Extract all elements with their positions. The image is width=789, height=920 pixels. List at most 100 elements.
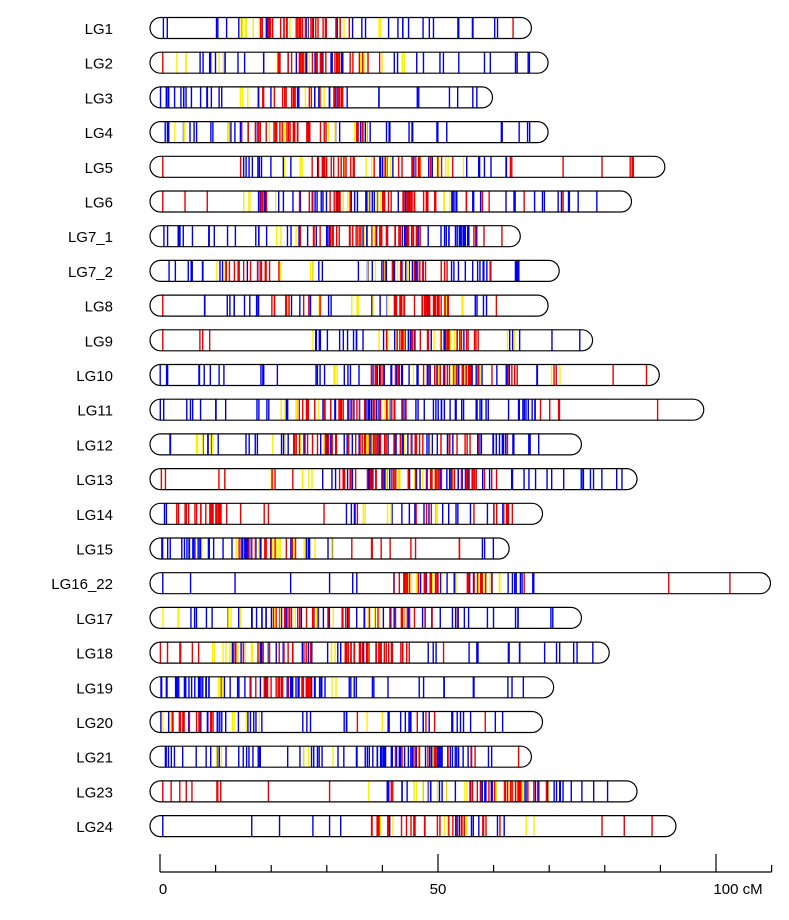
- chromosome-bar: [149, 16, 532, 40]
- chromosome-bar: [149, 468, 638, 491]
- chromosome-bar: [149, 572, 772, 595]
- x-axis-tick-label: 100 cM: [713, 881, 762, 898]
- marker-group: [162, 295, 498, 317]
- linkage-group-lg9: LG9: [85, 329, 594, 352]
- marker-group: [162, 572, 731, 594]
- chromosome-bar: [149, 86, 494, 109]
- linkage-group-label: LG20: [76, 715, 113, 732]
- linkage-group-lg8: LG8: [85, 294, 549, 317]
- marker-group: [164, 121, 531, 143]
- chromosome-bar: [149, 606, 583, 630]
- marker-group: [159, 364, 648, 386]
- chromosome-bar: [149, 294, 549, 317]
- x-axis-tick-label: 50: [430, 881, 447, 898]
- chromosome-bar: [149, 259, 560, 282]
- linkage-group-label: LG7_2: [68, 264, 113, 281]
- linkage-group-label: LG13: [76, 472, 113, 489]
- marker-group: [163, 225, 503, 247]
- chromosome-bar: [149, 363, 660, 387]
- linkage-group-lg3: LG3: [85, 86, 494, 109]
- linkage-group-lg23: LG23: [76, 780, 638, 803]
- marker-group: [160, 468, 623, 490]
- linkage-group-label: LG10: [76, 368, 113, 385]
- chromosome-bar: [149, 502, 544, 525]
- linkage-group-label: LG5: [85, 160, 113, 177]
- chromosome-bar: [149, 225, 521, 248]
- linkage-group-label: LG12: [76, 437, 113, 454]
- chromosome-bar: [149, 780, 638, 803]
- linkage-group-label: LG11: [77, 403, 113, 420]
- linkage-group-label: LG18: [76, 646, 113, 663]
- linkage-group-lg18: LG18: [76, 641, 610, 664]
- linkage-group-label: LG6: [85, 195, 113, 212]
- linkage-group-label: LG1: [85, 21, 113, 38]
- linkage-group-lg15: LG15: [76, 537, 510, 560]
- marker-group: [159, 399, 659, 421]
- linkage-group-lg11: LG11: [77, 398, 705, 421]
- linkage-group-label: LG2: [85, 56, 113, 73]
- x-axis-tick-label: 0: [159, 881, 167, 898]
- marker-group: [160, 676, 525, 698]
- linkage-group-lg13: LG13: [76, 468, 638, 491]
- linkage-group-lg17: LG17: [76, 606, 583, 630]
- linkage-group-lg19: LG19: [76, 676, 555, 699]
- linkage-group-label: LG8: [85, 299, 113, 316]
- linkage-group-lg7_2: LG7_2: [68, 259, 560, 282]
- linkage-group-label: LG19: [76, 680, 113, 697]
- marker-group: [162, 607, 554, 629]
- marker-group: [160, 711, 504, 733]
- chromosome-bar: [149, 537, 510, 560]
- linkage-group-label: LG9: [85, 333, 113, 350]
- chromosome-bar: [149, 641, 610, 664]
- chromosome-bar: [149, 433, 583, 456]
- linkage-group-lg7_1: LG7_1: [68, 225, 521, 248]
- linkage-group-lg14: LG14: [76, 502, 544, 525]
- chromosome-bar: [149, 120, 549, 144]
- marker-group: [161, 538, 495, 559]
- linkage-group-lg12: LG12: [76, 433, 583, 456]
- linkage-group-label: LG24: [76, 819, 113, 836]
- marker-group: [162, 191, 598, 212]
- linkage-group-label: LG23: [76, 784, 113, 801]
- linkage-group-lg4: LG4: [85, 120, 549, 144]
- marker-group: [163, 503, 514, 525]
- marker-group: [162, 17, 514, 39]
- linkage-group-label: LG14: [76, 507, 113, 524]
- linkage-group-lg21: LG21: [76, 745, 532, 768]
- chromosome-bar: [149, 329, 594, 352]
- marker-group: [162, 815, 653, 837]
- marker-group: [162, 780, 609, 802]
- marker-group: [159, 86, 478, 108]
- chromosome-bar: [149, 814, 677, 838]
- marker-group: [164, 746, 520, 768]
- linkage-group-label: LG3: [85, 90, 113, 107]
- chromosome-bar: [149, 51, 549, 74]
- chromosome-bar: [149, 676, 555, 699]
- chromosome-bar: [149, 745, 532, 768]
- linkage-group-label: LG21: [76, 750, 113, 767]
- linkage-group-lg10: LG10: [76, 363, 660, 387]
- linkage-group-lg20: LG20: [76, 710, 544, 734]
- chromosome-bar: [149, 190, 633, 213]
- x-axis: 0 50 100 cM: [159, 854, 773, 898]
- linkage-group-label: LG4: [85, 125, 113, 142]
- linkage-group-label: LG16_22: [51, 576, 113, 593]
- linkage-group-label: LG15: [76, 542, 113, 559]
- linkage-group-lg2: LG2: [85, 51, 549, 74]
- chromosome-bar: [149, 398, 705, 421]
- linkage-group-lg1: LG1: [85, 16, 532, 40]
- linkage-group-lg16_22: LG16_22: [51, 572, 772, 595]
- linkage-group-label: LG17: [76, 611, 113, 628]
- marker-group: [162, 329, 581, 351]
- marker-group: [169, 433, 540, 455]
- marker-group: [162, 156, 635, 178]
- linkage-group-lg6: LG6: [85, 190, 633, 213]
- linkage-group-lg24: LG24: [76, 814, 677, 838]
- chromosome-bar: [149, 710, 544, 734]
- linkage-group-lg5: LG5: [85, 155, 666, 178]
- marker-group: [159, 642, 594, 664]
- chromosome-bar: [149, 155, 666, 178]
- marker-group: [168, 260, 520, 282]
